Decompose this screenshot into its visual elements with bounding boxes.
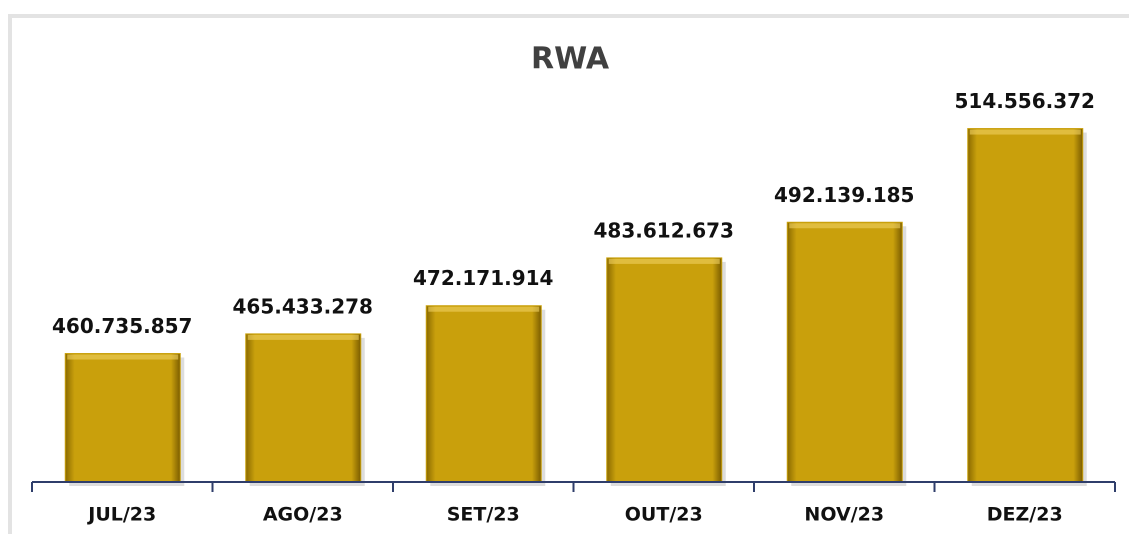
- bar-bevel: [608, 258, 720, 264]
- bar: [606, 257, 723, 483]
- value-label: 472.171.914: [413, 266, 553, 290]
- bar-bevel: [247, 334, 359, 340]
- bar-bevel: [428, 306, 540, 312]
- bar-bevel: [67, 354, 179, 360]
- chart-title: RWA: [531, 42, 610, 77]
- bar: [64, 353, 181, 483]
- x-tick-label: NOV/23: [804, 504, 884, 526]
- bar-bevel: [969, 129, 1081, 135]
- value-label: 514.556.372: [955, 89, 1095, 113]
- x-tick-label: OUT/23: [625, 504, 703, 526]
- frame: [8, 14, 1129, 534]
- x-tick-label: DEZ/23: [987, 504, 1063, 526]
- bar-bevel: [789, 223, 901, 229]
- bar: [245, 333, 362, 483]
- value-label: 460.735.857: [52, 314, 192, 338]
- bar: [425, 305, 542, 483]
- value-label: 465.433.278: [233, 294, 373, 318]
- x-tick-label: AGO/23: [263, 504, 343, 526]
- bar: [967, 128, 1084, 483]
- value-label: 483.612.673: [594, 218, 734, 242]
- value-label: 492.139.185: [774, 183, 914, 207]
- bar: [786, 221, 903, 483]
- x-tick-label: SET/23: [447, 504, 520, 526]
- x-tick-label: JUL/23: [86, 504, 156, 526]
